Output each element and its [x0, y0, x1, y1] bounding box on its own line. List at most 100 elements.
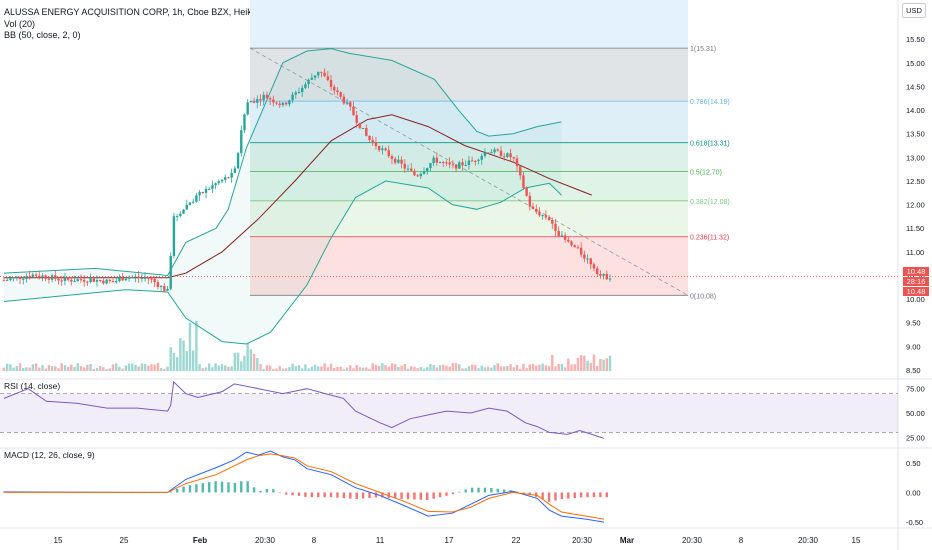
candle-body — [82, 279, 86, 282]
candle-body — [406, 168, 410, 170]
candle-body — [227, 177, 230, 179]
rsi-legend: RSI (14, close) — [4, 381, 60, 391]
volume-bar — [602, 359, 605, 371]
macd-histogram-bar — [445, 492, 448, 496]
macd-histogram-bar — [323, 492, 326, 498]
volume-bar — [570, 364, 573, 371]
volume-bar — [12, 367, 15, 371]
macd-histogram-bar — [483, 487, 487, 493]
price-tick-label: 12.50 — [906, 177, 925, 186]
volume-bar — [547, 366, 551, 371]
volume-bar — [307, 368, 310, 371]
bollinger-legend: BB (50, close, 2, 0) — [4, 30, 81, 40]
candle-body — [9, 278, 12, 280]
macd-histogram-bar — [579, 492, 583, 498]
price-tick-label: 9.00 — [906, 342, 921, 351]
candle-body — [175, 216, 179, 218]
candle-body — [442, 162, 445, 164]
candle-body — [25, 276, 28, 279]
time-tick-label: 8 — [312, 536, 317, 545]
volume-bar — [300, 368, 304, 371]
volume-bar — [448, 366, 451, 371]
volume-bar — [291, 363, 294, 371]
currency-button[interactable]: USD — [902, 3, 926, 18]
volume-bar — [313, 364, 317, 371]
fib-level-label: 0.618(13.31) — [690, 141, 730, 148]
macd-histogram-bar — [438, 492, 442, 498]
volume-bar — [551, 354, 554, 371]
macd-histogram-bar — [272, 489, 275, 493]
volume-bar — [204, 367, 208, 371]
candle-body — [454, 164, 458, 169]
macd-histogram-bar — [490, 488, 493, 493]
candle-body — [89, 278, 92, 283]
candle-body — [400, 159, 403, 164]
candle-body — [602, 273, 605, 276]
candle-body — [22, 278, 25, 280]
macd-histogram-bar — [573, 492, 576, 499]
volume-bar — [490, 367, 493, 371]
candle-body — [448, 162, 451, 165]
volume-bar — [179, 338, 182, 371]
volume-bar — [54, 366, 57, 371]
volume-bar — [66, 366, 70, 371]
candle-body — [47, 278, 51, 280]
macd-histogram-bar — [278, 492, 281, 494]
rsi-tick-label: 25.00 — [906, 433, 925, 442]
price-tick-label: 15.50 — [906, 35, 925, 44]
symbol-title: ALUSSA ENERGY ACQUISITION CORP, 1h, Cboe… — [4, 7, 279, 17]
volume-bar — [368, 368, 371, 371]
countdown-tag: 28:16 — [903, 277, 929, 286]
volume-bar — [499, 366, 503, 371]
candle-body — [579, 247, 583, 255]
volume-bar — [70, 364, 73, 371]
price-tick-label: 14.50 — [906, 82, 925, 91]
candle-body — [538, 211, 541, 216]
macd-histogram-bar — [567, 492, 570, 499]
volume-bar — [583, 355, 586, 371]
volume-bar — [390, 363, 394, 371]
volume-bar — [377, 365, 381, 371]
volume-bar — [2, 367, 6, 371]
candle-body — [496, 149, 499, 151]
candle-body — [438, 162, 442, 164]
volume-bar — [339, 366, 342, 371]
candle-body — [208, 188, 211, 190]
volume-bar — [57, 368, 60, 371]
candle-body — [188, 202, 192, 205]
volume-bar — [595, 365, 599, 371]
volume-bar — [429, 363, 432, 371]
candle-body — [169, 255, 172, 289]
candle-body — [159, 285, 163, 288]
candles — [2, 68, 612, 371]
volume-bar — [191, 350, 195, 371]
price-tick-label: 10.00 — [906, 295, 925, 304]
candle-body — [474, 160, 477, 162]
macd-histogram-bar — [586, 492, 589, 498]
time-tick-label: Feb — [193, 536, 207, 545]
candle-body — [214, 183, 217, 186]
volume-bar — [480, 365, 483, 371]
macd-histogram-bar — [547, 492, 551, 502]
candle-body — [451, 164, 455, 166]
macd-histogram-bar — [195, 484, 198, 493]
macd-histogram-bar — [355, 492, 358, 499]
volume-bar — [397, 366, 400, 371]
volume-bar — [336, 366, 339, 371]
candle-body — [422, 171, 426, 174]
volume-bar — [124, 365, 128, 371]
volume-bar — [198, 364, 201, 371]
candle-body — [368, 135, 371, 141]
volume-legend: Vol (20) — [4, 19, 36, 29]
fib-zone — [250, 236, 688, 296]
volume-bar — [127, 363, 131, 371]
macd-histogram-bar — [233, 482, 237, 493]
candle-body — [284, 102, 288, 105]
candle-body — [172, 216, 176, 256]
volume-bar — [105, 368, 108, 371]
candle-body — [236, 153, 240, 169]
macd-histogram-bar — [317, 492, 320, 498]
macd-histogram-bar — [304, 492, 307, 497]
candle-body — [349, 102, 352, 107]
